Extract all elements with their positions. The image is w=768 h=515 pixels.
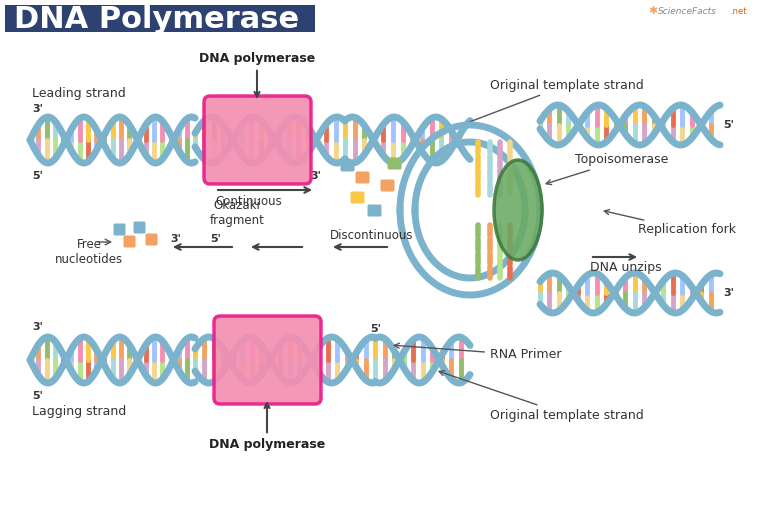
FancyBboxPatch shape [134, 221, 145, 233]
Text: 3': 3' [310, 171, 321, 181]
Text: ScienceFacts: ScienceFacts [658, 7, 717, 15]
Text: 5': 5' [32, 391, 43, 401]
Ellipse shape [494, 160, 542, 260]
Text: 3': 3' [32, 104, 43, 114]
Text: DNA unzips: DNA unzips [590, 261, 661, 274]
Text: 5': 5' [370, 324, 381, 334]
FancyBboxPatch shape [204, 96, 311, 184]
Text: DNA Polymerase: DNA Polymerase [14, 5, 299, 33]
Text: Original template strand: Original template strand [439, 371, 644, 421]
Text: 5': 5' [210, 234, 221, 244]
Text: Topoisomerase: Topoisomerase [546, 153, 668, 184]
FancyBboxPatch shape [380, 180, 395, 192]
Text: Discontinuous: Discontinuous [330, 229, 413, 242]
Text: 3': 3' [170, 234, 181, 244]
FancyBboxPatch shape [356, 171, 369, 183]
FancyBboxPatch shape [214, 316, 321, 404]
Text: Replication fork: Replication fork [604, 210, 736, 236]
Text: RNA Primer: RNA Primer [394, 343, 561, 362]
FancyBboxPatch shape [388, 158, 402, 169]
Text: 3': 3' [32, 322, 43, 332]
Text: Okazaki
fragment: Okazaki fragment [210, 199, 264, 227]
FancyBboxPatch shape [340, 160, 355, 171]
Text: DNA polymerase: DNA polymerase [199, 52, 315, 97]
Text: Continuous: Continuous [215, 195, 282, 208]
FancyBboxPatch shape [145, 233, 157, 246]
FancyBboxPatch shape [114, 224, 125, 235]
FancyBboxPatch shape [368, 204, 382, 216]
FancyBboxPatch shape [350, 192, 365, 203]
FancyBboxPatch shape [124, 235, 135, 248]
Text: Free
nucleotides: Free nucleotides [55, 238, 123, 266]
Text: Original template strand: Original template strand [439, 78, 644, 134]
Text: ✱: ✱ [648, 6, 657, 16]
Text: 3': 3' [723, 288, 734, 298]
Text: DNA polymerase: DNA polymerase [209, 403, 325, 451]
Text: 5': 5' [723, 120, 734, 130]
Text: Lagging strand: Lagging strand [32, 405, 126, 418]
Text: .net: .net [730, 7, 746, 15]
Text: Leading strand: Leading strand [32, 87, 126, 100]
Text: 5': 5' [32, 171, 43, 181]
FancyBboxPatch shape [5, 5, 315, 32]
